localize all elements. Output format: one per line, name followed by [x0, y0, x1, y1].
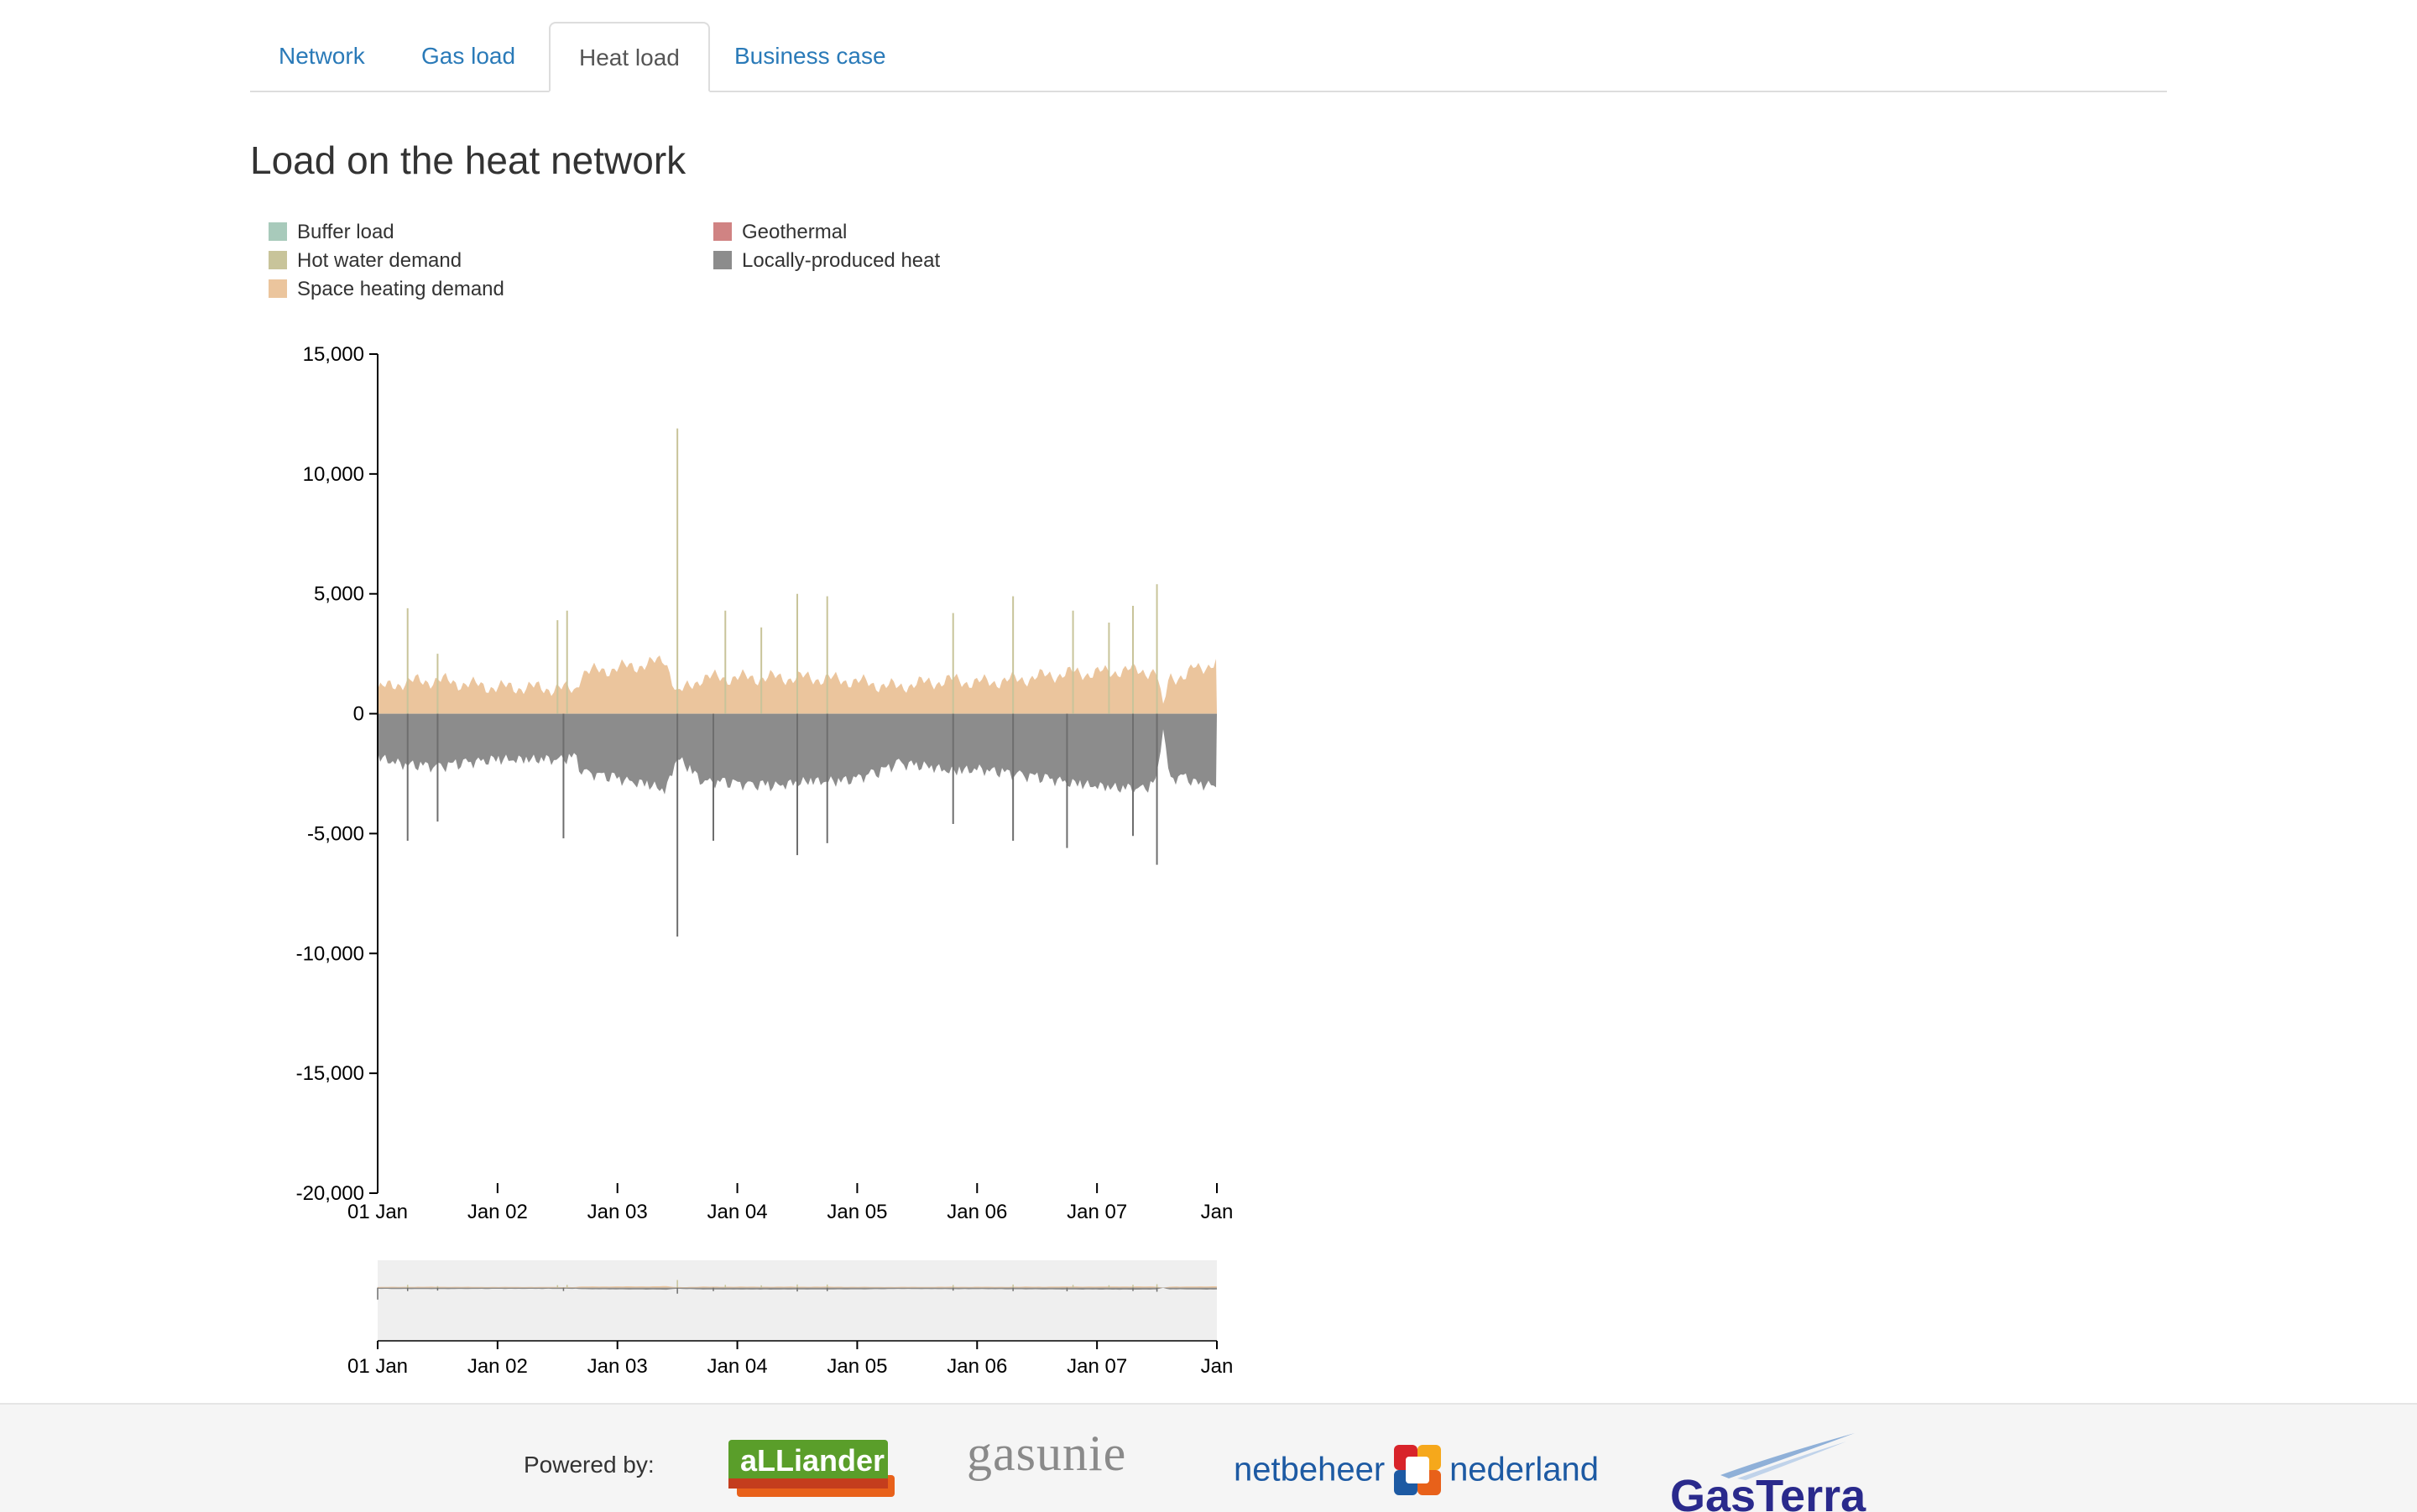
y-tick-label: -20,000 [296, 1182, 364, 1205]
legend-swatch [269, 250, 287, 269]
legend-item-buffer-load[interactable]: Buffer load [269, 218, 394, 247]
chart-legend: Buffer load Hot water demand Space heati… [269, 218, 1024, 302]
tab-gas-load[interactable]: Gas load [421, 43, 516, 69]
brush-x-tick-label: Jan 03 [587, 1355, 648, 1378]
netbeheer-logo-text-left: netbeheer [1234, 1451, 1386, 1489]
legend-label: Buffer load [297, 221, 394, 243]
legend-label: Geothermal [742, 221, 848, 243]
brush-x-tick-label: 01 Jan [347, 1355, 408, 1378]
heat-load-chart[interactable]: 15,000 10,000 5,000 0 -5,000 -10,000 -15,000 -2… [0, 327, 1309, 1393]
netbeheer-logo[interactable]: netbeheer nederland [1234, 1445, 1599, 1499]
legend-label: Space heating demand [297, 278, 504, 300]
brush-x-tick-label: Jan 06 [947, 1355, 1007, 1378]
page-title: Load on the heat network [250, 138, 686, 182]
tab-heat-load[interactable]: Heat load [549, 22, 710, 92]
y-tick-label: 0 [353, 703, 364, 726]
x-tick-label: Jan 06 [947, 1201, 1007, 1223]
main-plot-area [377, 428, 1217, 1158]
legend-label: Locally-produced heat [742, 249, 941, 272]
legend-swatch [269, 279, 287, 298]
x-tick-label: 01 Jan [347, 1201, 408, 1223]
brush-x-axis: 01 Jan Jan 02 Jan 03 Jan 04 Jan 05 Jan 06 Jan … [347, 1341, 1233, 1378]
brush-overview[interactable] [377, 1260, 1217, 1342]
y-tick-label: 5,000 [314, 583, 364, 606]
gasterra-logo-text: GasTerra [1670, 1471, 1866, 1512]
x-tick-label: Jan [1201, 1201, 1234, 1223]
y-tick-label: 15,000 [303, 343, 364, 366]
alliander-logo[interactable]: aLLiander [728, 1438, 896, 1505]
brush-x-tick-label: Jan 07 [1067, 1355, 1127, 1378]
legend-item-space-heating-demand[interactable]: Space heating demand [269, 275, 504, 304]
brush-x-tick-label: Jan 05 [827, 1355, 887, 1378]
legend-swatch [269, 222, 287, 241]
alliander-logo-graphic [728, 1440, 895, 1497]
y-tick-label: 10,000 [303, 463, 364, 486]
footer: Powered by: aLLiander gasunie netbeheer … [0, 1403, 2417, 1512]
legend-item-geothermal[interactable]: Geothermal [713, 218, 847, 247]
x-axis: 01 Jan Jan 02 Jan 03 Jan 04 Jan 05 Jan 06 Jan … [347, 1183, 1233, 1223]
y-tick-label: -5,000 [307, 822, 364, 845]
x-tick-label: Jan 05 [827, 1201, 887, 1223]
brush-x-tick-label: Jan [1201, 1355, 1234, 1378]
brush-x-tick-label: Jan 02 [467, 1355, 528, 1378]
legend-label: Hot water demand [297, 249, 462, 272]
brush-background [378, 1260, 1217, 1341]
tab-business-case[interactable]: Business case [734, 43, 886, 69]
legend-swatch [713, 222, 732, 241]
x-tick-label: Jan 07 [1067, 1201, 1127, 1223]
tab-bar: Network Gas load Heat load Business case [250, 22, 2167, 92]
y-tick-label: -10,000 [296, 942, 364, 965]
x-tick-label: Jan 03 [587, 1201, 648, 1223]
legend-swatch [713, 250, 732, 269]
legend-item-locally-produced-heat[interactable]: Locally-produced heat [713, 247, 940, 275]
brush-x-tick-label: Jan 04 [707, 1355, 768, 1378]
legend-item-hot-water-demand[interactable]: Hot water demand [269, 247, 462, 275]
netbeheer-logo-text-right: nederland [1449, 1451, 1599, 1489]
gasterra-logo-swoosh [1720, 1433, 1855, 1480]
y-axis: 15,000 10,000 5,000 0 -5,000 -10,000 -15,000 -2… [296, 343, 378, 1205]
powered-by-label: Powered by: [524, 1452, 655, 1478]
x-tick-label: Jan 04 [707, 1201, 768, 1223]
alliander-logo-text: aLLiander [740, 1443, 885, 1478]
netbeheer-logo-mark [1393, 1445, 1441, 1495]
tab-network[interactable]: Network [279, 43, 365, 69]
x-tick-label: Jan 02 [467, 1201, 528, 1223]
y-tick-label: -15,000 [296, 1062, 364, 1085]
gasterra-logo[interactable]: GasTerra [1670, 1431, 1871, 1512]
gasunie-logo[interactable]: gasunie [967, 1426, 1127, 1481]
